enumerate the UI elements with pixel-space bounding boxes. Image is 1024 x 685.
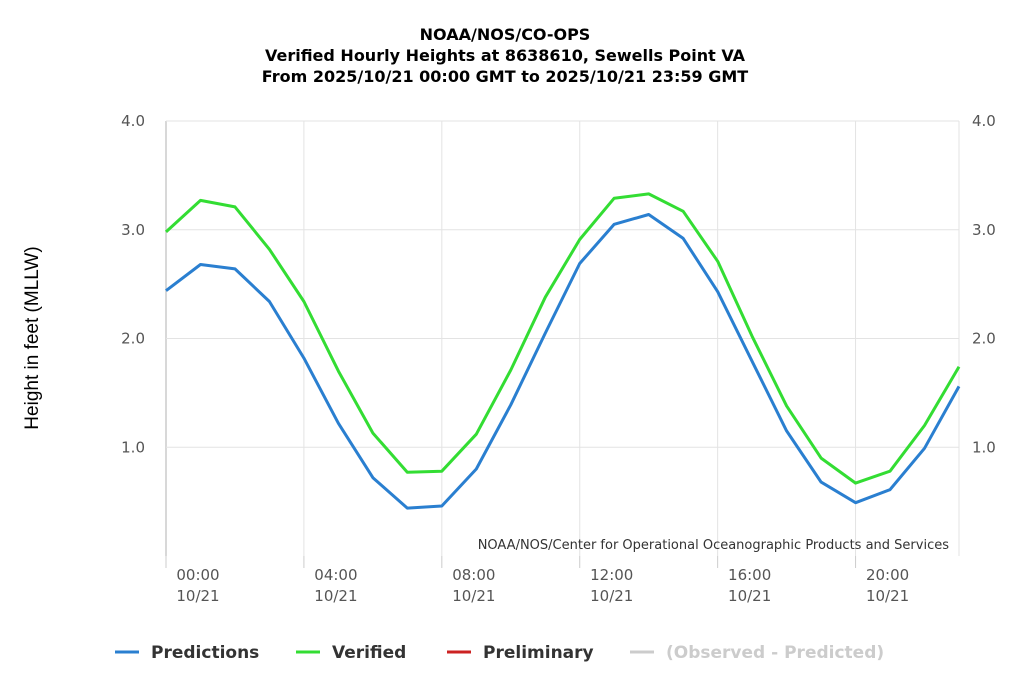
series-line-verified [164, 192, 961, 485]
chart-title-line1: NOAA/NOS/CO-OPS [420, 25, 591, 44]
legend-item[interactable]: Preliminary [447, 643, 594, 663]
legend-label: Preliminary [483, 643, 594, 663]
x-tick-label-date: 10/21 [176, 587, 219, 605]
y-tick-label-left: 1.0 [121, 438, 145, 456]
series-line-predictions [165, 213, 961, 510]
x-tick-label-date: 10/21 [728, 587, 771, 605]
y-tick-label-left: 3.0 [121, 221, 145, 239]
legend-label: Predictions [151, 643, 259, 663]
legend-item[interactable]: Predictions [115, 643, 259, 663]
legend-label: Verified [332, 643, 406, 663]
x-tick-label-date: 10/21 [452, 587, 495, 605]
y-tick-label-left: 4.0 [121, 112, 145, 130]
chart-credit: NOAA/NOS/Center for Operational Oceanogr… [478, 538, 950, 553]
x-tick-label-time: 20:00 [866, 566, 909, 584]
x-tick-label-time: 08:00 [452, 566, 495, 584]
y-axis-label: Height in feet (MLLW) [22, 246, 43, 429]
chart-title-line3: From 2025/10/21 00:00 GMT to 2025/10/21 … [262, 67, 748, 86]
x-tick-label-time: 00:00 [176, 566, 219, 584]
x-tick-label-date: 10/21 [314, 587, 357, 605]
x-tick-label-time: 12:00 [590, 566, 633, 584]
x-tick-label-time: 16:00 [728, 566, 771, 584]
x-tick-label-date: 10/21 [866, 587, 909, 605]
legend-item[interactable]: (Observed - Predicted) [630, 643, 884, 663]
legend-item[interactable]: Verified [296, 643, 406, 663]
y-tick-label-right: 1.0 [972, 438, 996, 456]
y-tick-label-right: 4.0 [972, 112, 996, 130]
chart-title-line2: Verified Hourly Heights at 8638610, Sewe… [265, 46, 746, 65]
y-tick-label-right: 3.0 [972, 221, 996, 239]
x-tick-label-time: 04:00 [314, 566, 357, 584]
y-tick-label-left: 2.0 [121, 330, 145, 348]
legend-label: (Observed - Predicted) [666, 643, 884, 663]
y-tick-label-right: 2.0 [972, 330, 996, 348]
x-tick-label-date: 10/21 [590, 587, 633, 605]
